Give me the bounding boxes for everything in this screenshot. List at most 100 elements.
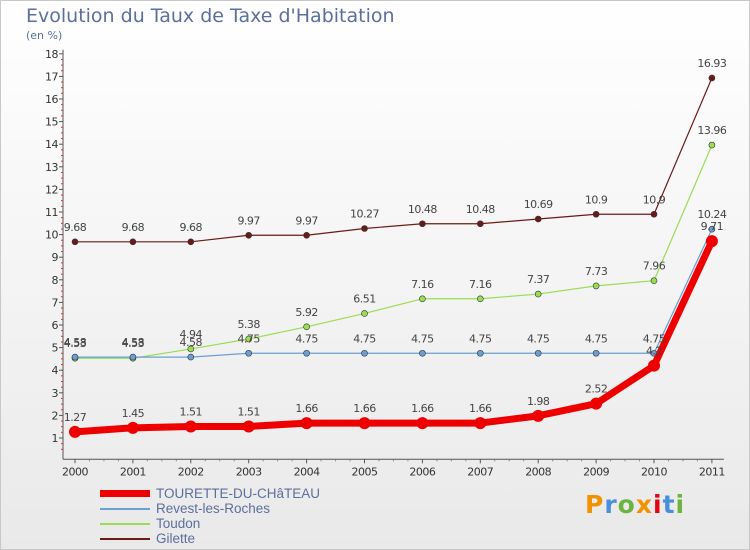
- data-label: 4.75: [469, 332, 492, 345]
- data-label: 1.51: [237, 405, 260, 418]
- data-label: 1.66: [353, 402, 376, 415]
- data-point: [416, 417, 429, 430]
- data-label: 1.66: [469, 402, 492, 415]
- data-label: 4.75: [237, 332, 260, 345]
- data-label: 9.68: [122, 221, 145, 234]
- y-tick-label: 3: [52, 387, 59, 400]
- logo-letter: i: [653, 490, 663, 519]
- data-point: [476, 220, 484, 228]
- data-point: [592, 210, 600, 218]
- data-point: [242, 420, 255, 433]
- series-line-1: [74, 144, 713, 359]
- x-tick-label: 2002: [178, 465, 204, 478]
- data-label: 6.51: [353, 292, 376, 305]
- data-point: [187, 353, 195, 361]
- data-label: 4.75: [527, 332, 550, 345]
- series-line-2: [74, 228, 713, 358]
- data-point: [474, 417, 487, 430]
- data-label: 1.45: [122, 407, 145, 420]
- y-tick-label: 8: [52, 274, 59, 287]
- data-point: [650, 277, 658, 285]
- logo-letter: x: [635, 490, 653, 519]
- data-label: 5.92: [295, 306, 318, 319]
- data-point: [592, 349, 600, 357]
- data-point: [532, 409, 545, 422]
- x-tick-label: 2000: [62, 465, 88, 478]
- data-point: [419, 295, 426, 303]
- data-point: [300, 417, 313, 430]
- series-layer: [69, 74, 718, 438]
- x-tick-label: 2005: [352, 465, 378, 478]
- legend-item-toudon: Toudon: [100, 516, 200, 531]
- data-point: [361, 310, 368, 317]
- data-point: [361, 225, 368, 232]
- y-tick-label: 9: [52, 251, 59, 264]
- legend-label-gilette: Gilette: [156, 531, 196, 546]
- data-label: 4.75: [353, 332, 376, 345]
- y-tick-label: 5: [52, 342, 59, 355]
- data-label: 9.97: [295, 214, 318, 227]
- data-point: [708, 225, 716, 233]
- x-tick-label: 2001: [120, 465, 146, 478]
- data-label: 2.52: [585, 383, 608, 396]
- legend-label-toudon: Toudon: [156, 516, 201, 531]
- data-label: 16.93: [697, 57, 726, 70]
- x-tick-label: 2004: [294, 465, 320, 478]
- data-point: [303, 231, 310, 239]
- y-tick-label: 10: [45, 229, 58, 242]
- legend-item-tourette: TOURETTE-DU-CHâTEAU: [100, 486, 320, 501]
- data-point: [534, 290, 542, 298]
- data-label: 4.53: [64, 337, 87, 350]
- data-point: [245, 349, 252, 357]
- data-point: [245, 335, 252, 343]
- data-point: [476, 295, 484, 303]
- legend-swatch-revest: [100, 507, 150, 510]
- data-point: [71, 353, 79, 361]
- logo-letter: o: [617, 490, 636, 519]
- data-point: [419, 349, 426, 357]
- y-tick-label: 12: [45, 183, 58, 196]
- y-tick-label: 6: [52, 319, 59, 332]
- series-line-3: [71, 237, 716, 436]
- x-tick-label: 2011: [699, 465, 725, 478]
- legend-item-revest: Revest-les-Roches: [100, 501, 270, 516]
- proxiti-logo: Proxiti: [585, 490, 685, 519]
- series-line-0: [74, 77, 713, 243]
- y-tick-label: 1: [52, 432, 59, 445]
- data-point: [187, 238, 195, 246]
- data-label: 9.68: [64, 221, 87, 234]
- data-point: [419, 220, 426, 228]
- data-label: 7.16: [411, 278, 434, 291]
- x-tick-label: 2010: [641, 465, 667, 478]
- data-point: [245, 231, 252, 239]
- legend-swatch-tourette: [100, 490, 150, 497]
- legend-item-gilette: Gilette: [100, 531, 195, 546]
- data-point: [650, 210, 658, 218]
- data-label: 10.27: [350, 207, 379, 220]
- data-label: 1.66: [295, 402, 318, 415]
- data-label: 10.24: [697, 208, 726, 221]
- data-label: 4.58: [180, 336, 203, 349]
- data-point: [708, 74, 716, 82]
- data-label: 10.48: [466, 203, 495, 216]
- data-labels-layer: 9.68 9.68 9.68 9.97 9.97 10.27 10.48 10.48 10.69…: [64, 57, 728, 424]
- data-label: 4.75: [585, 332, 608, 345]
- data-label: 1.51: [180, 405, 203, 418]
- data-label: 4.75: [411, 332, 434, 345]
- x-tick-label: 2007: [467, 465, 493, 478]
- data-point: [129, 353, 137, 361]
- data-label: 7.96: [643, 260, 666, 273]
- data-point: [592, 282, 600, 290]
- data-label: 10.9: [585, 193, 608, 206]
- logo-letter: i: [675, 490, 686, 519]
- legend-label-tourette: TOURETTE-DU-CHâTEAU: [156, 486, 321, 501]
- y-tick-label: 13: [45, 161, 58, 174]
- data-label: 1.27: [64, 411, 87, 424]
- data-point: [187, 345, 195, 353]
- data-point: [534, 215, 542, 223]
- data-label: 4.58: [122, 336, 145, 349]
- legend-swatch-toudon: [100, 522, 150, 525]
- legend-label-revest: Revest-les-Roches: [156, 501, 271, 516]
